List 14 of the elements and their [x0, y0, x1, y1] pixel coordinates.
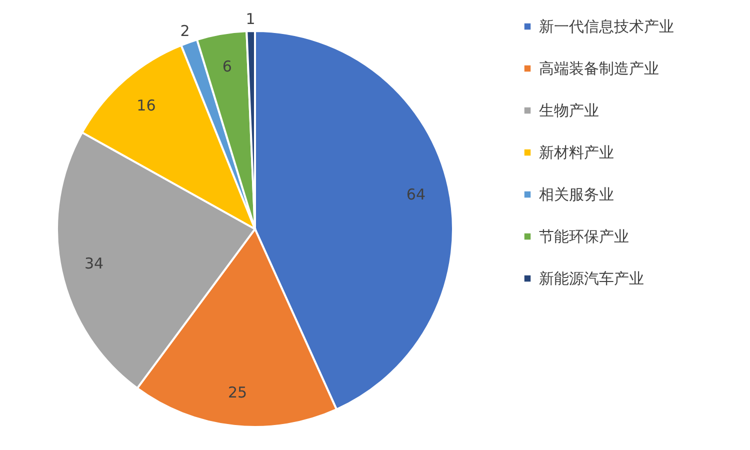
data-label: 6: [222, 58, 232, 76]
legend-label: 生物产业: [539, 102, 599, 120]
legend-label: 高端装备制造产业: [539, 60, 659, 78]
data-label: 25: [228, 384, 248, 402]
legend-label: 新材料产业: [539, 144, 614, 162]
data-label: 64: [406, 185, 426, 204]
legend-label: 新能源汽车产业: [539, 270, 644, 288]
legend-label: 节能环保产业: [539, 228, 629, 246]
data-label: 2: [180, 22, 190, 40]
data-label: 16: [136, 96, 156, 114]
legend-label: 新一代信息技术产业: [539, 18, 674, 36]
data-label: 34: [84, 254, 104, 273]
data-label: 1: [246, 10, 256, 28]
legend-label: 相关服务业: [539, 186, 614, 204]
